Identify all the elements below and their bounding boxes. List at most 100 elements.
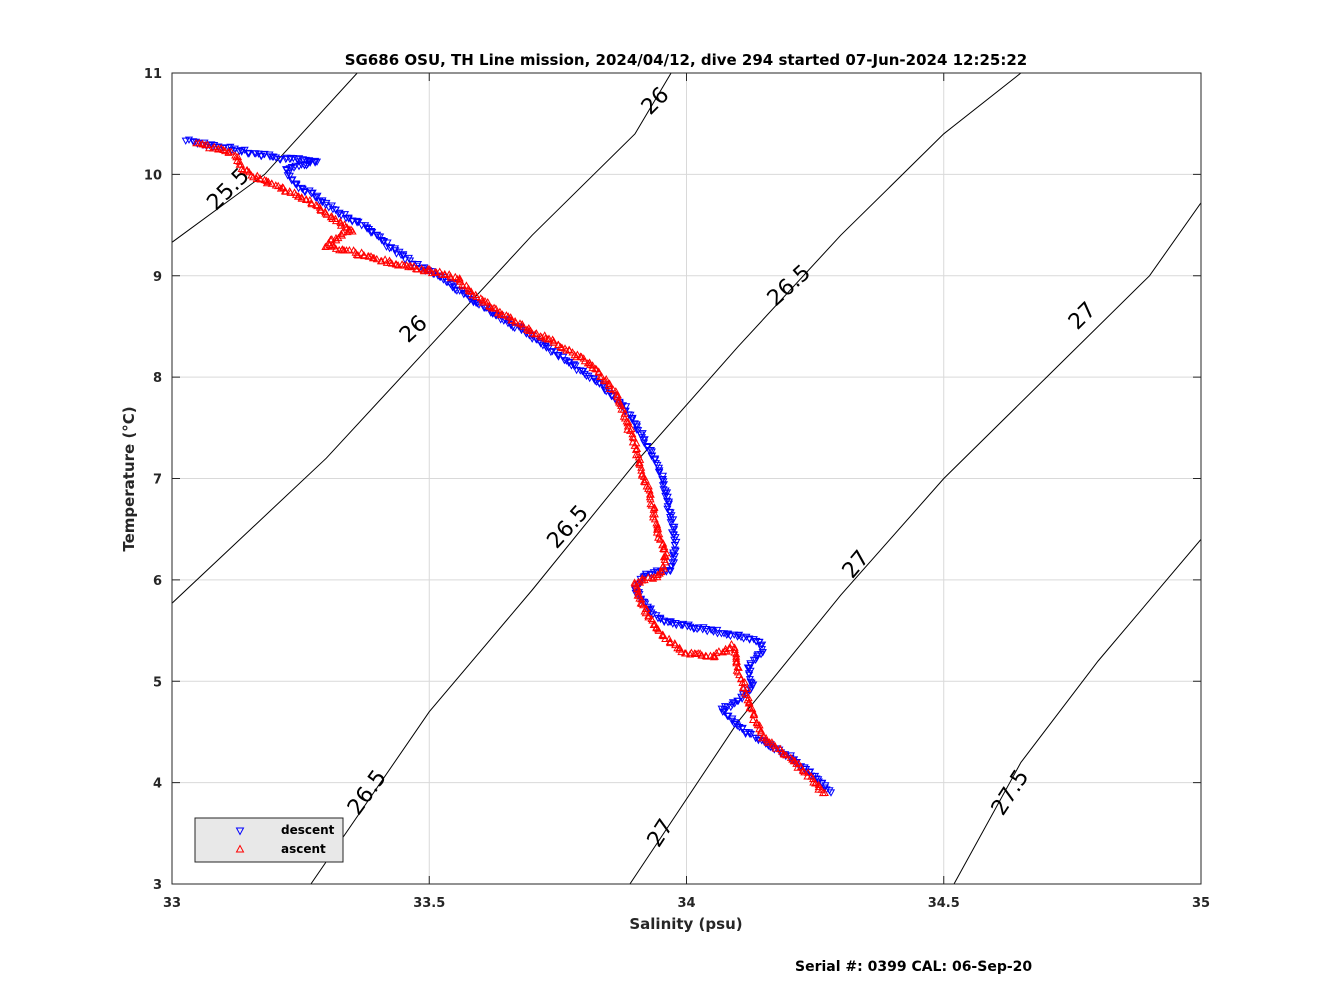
- ascent-point: [214, 145, 223, 153]
- descent-point: [245, 150, 254, 158]
- descent-point: [647, 448, 656, 456]
- ascent-point: [498, 310, 507, 318]
- descent-point: [322, 199, 331, 208]
- ascent-point: [543, 335, 552, 343]
- ascent-point: [407, 262, 416, 271]
- descent-point: [728, 715, 737, 723]
- ascent-point: [336, 218, 345, 227]
- ascent-point: [285, 187, 294, 195]
- ascent-point: [661, 634, 670, 642]
- ascent-point: [814, 782, 823, 791]
- descent-point: [666, 519, 675, 527]
- ascent-point: [491, 304, 500, 312]
- ascent-point: [205, 143, 214, 152]
- ascent-point: [681, 649, 690, 657]
- ascent-point: [811, 779, 820, 787]
- x-axis-label: Salinity (psu): [629, 915, 742, 933]
- ascent-point: [756, 726, 766, 734]
- ascent-point: [326, 235, 335, 243]
- ascent-point: [748, 704, 757, 713]
- y-tick-label: 6: [153, 574, 162, 589]
- ascent-point: [771, 744, 780, 752]
- ascent-point: [588, 361, 597, 369]
- x-tick-label: 34.5: [928, 896, 960, 911]
- descent-point: [383, 239, 392, 247]
- ascent-point: [634, 591, 643, 599]
- ascent-point: [327, 212, 336, 220]
- ascent-point: [732, 649, 741, 658]
- descent-point: [664, 498, 674, 506]
- ascent-point: [604, 381, 614, 390]
- descent-point: [276, 156, 285, 164]
- descent-point: [311, 159, 320, 167]
- descent-point: [181, 137, 190, 145]
- ascent-point: [756, 728, 765, 736]
- descent-point: [670, 542, 679, 550]
- ascent-point: [519, 322, 528, 330]
- descent-point: [372, 232, 381, 240]
- ascent-point: [634, 450, 643, 458]
- descent-point: [723, 630, 732, 638]
- ascent-point: [648, 510, 658, 518]
- ascent-point: [648, 574, 658, 582]
- ascent-point: [531, 330, 540, 338]
- ascent-point: [638, 574, 647, 582]
- descent-point: [720, 708, 729, 717]
- ascent-point: [649, 620, 658, 628]
- ascent-point: [601, 376, 610, 385]
- y-tick-label: 4: [153, 777, 162, 792]
- ascent-point: [800, 768, 809, 776]
- y-tick-label: 3: [153, 878, 162, 893]
- descent-point: [670, 536, 679, 545]
- ascent-point: [297, 193, 306, 201]
- ascent-point: [345, 226, 354, 235]
- descent-point: [297, 161, 306, 169]
- ascent-point: [796, 762, 805, 770]
- ascent-point: [210, 142, 219, 151]
- ascent-point: [274, 181, 283, 190]
- y-tick-label: 7: [153, 473, 162, 488]
- ascent-point: [425, 265, 434, 273]
- ascent-point: [307, 199, 316, 208]
- ascent-point: [640, 477, 649, 486]
- ascent-point: [485, 301, 494, 309]
- x-tick-label: 33.5: [413, 896, 445, 911]
- descent-point: [693, 625, 702, 634]
- ascent-point: [359, 250, 368, 259]
- legend-ascent-label: ascent: [281, 842, 326, 856]
- ascent-point: [762, 735, 771, 744]
- descent-point: [636, 575, 645, 584]
- descent-point: [814, 776, 823, 784]
- ascent-point: [331, 216, 341, 225]
- ascent-point: [650, 515, 659, 523]
- ascent-point: [316, 206, 325, 214]
- ascent-point: [657, 567, 666, 576]
- ascent-point: [652, 525, 662, 533]
- descent-point: [283, 172, 292, 180]
- contour-26: [172, 73, 672, 604]
- ascent-point: [617, 401, 626, 409]
- ascent-point: [337, 231, 347, 239]
- ascent-point: [644, 573, 653, 581]
- ascent-point: [227, 147, 236, 155]
- ascent-point: [556, 342, 565, 351]
- descent-point: [672, 621, 681, 630]
- ascent-point: [644, 613, 653, 621]
- descent-point: [300, 189, 310, 197]
- legend-box: [194, 817, 344, 863]
- descent-point: [758, 641, 767, 649]
- descent-point: [327, 202, 336, 210]
- descent-point: [628, 416, 637, 424]
- ascent-point: [654, 626, 663, 634]
- legend: descent ascent: [194, 817, 344, 863]
- ascent-point: [671, 640, 680, 649]
- descent-point: [753, 652, 762, 660]
- descent-point: [669, 555, 678, 564]
- ascent-point: [260, 175, 269, 184]
- descent-point: [298, 156, 308, 164]
- ascent-point: [262, 178, 271, 187]
- descent-point: [726, 632, 735, 641]
- descent-point: [668, 559, 677, 567]
- y-tick-label: 5: [153, 675, 162, 690]
